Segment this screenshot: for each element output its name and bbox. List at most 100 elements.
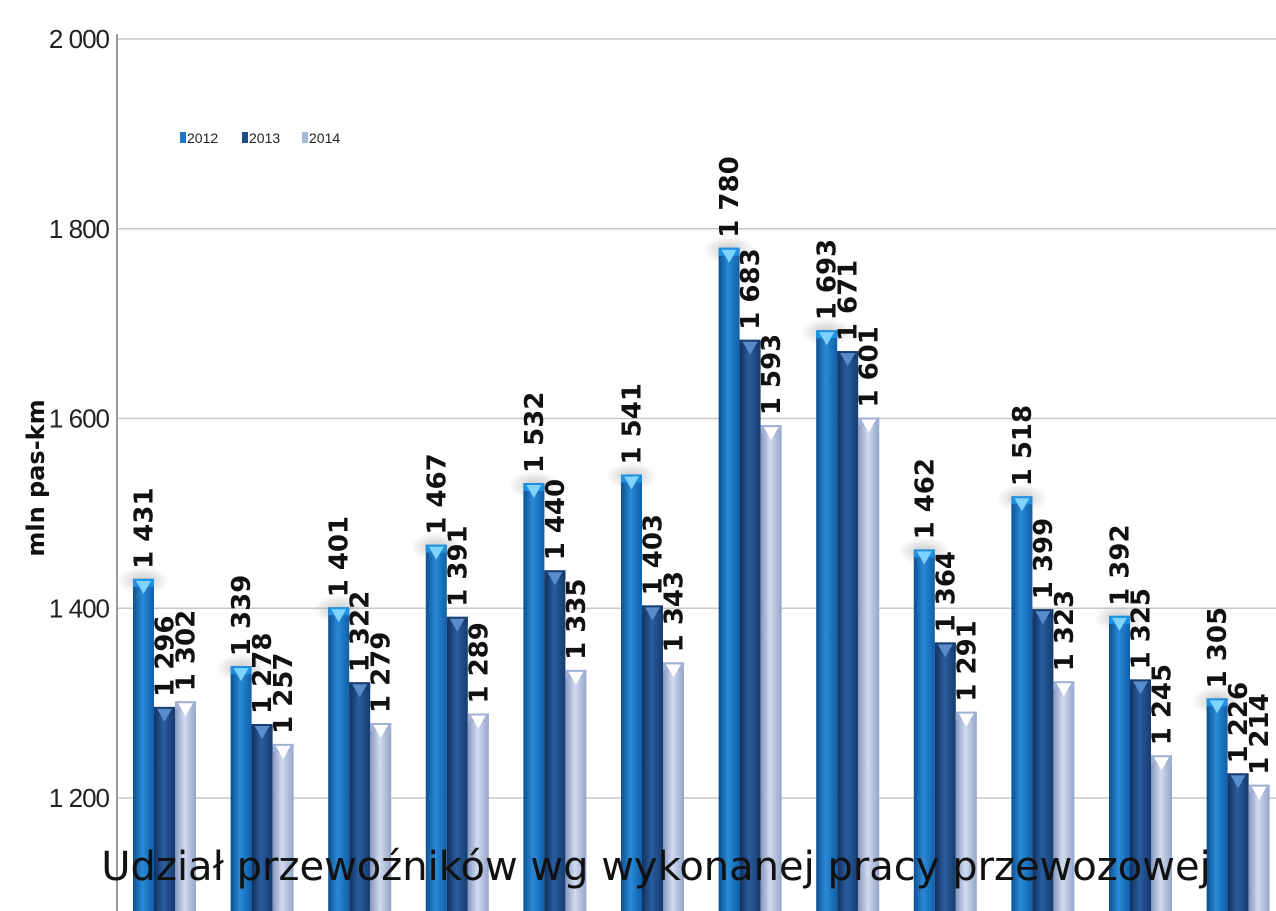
bar-2013-9: [934, 642, 956, 911]
bar-cap-arrow: [233, 668, 249, 682]
bar-cap-arrow: [958, 713, 974, 727]
bar-cap-arrow: [526, 485, 542, 499]
bar-cap-arrow: [136, 580, 151, 594]
bar-cap-arrow: [178, 703, 193, 717]
bar-cap-arrow: [1014, 498, 1030, 512]
y-tick-label: 1 200: [49, 783, 110, 813]
data-label-2014-7: 1 593: [757, 334, 787, 415]
data-label-2013-4: 1 391: [443, 525, 473, 606]
y-tick-label: 1 600: [49, 404, 110, 434]
bar-2014-2: [272, 743, 294, 911]
bar-cap-arrow: [331, 609, 347, 623]
data-label-2012-10: 1 518: [1008, 405, 1038, 486]
bar-2013-11: [1130, 679, 1151, 911]
legend-label-2013: 2013: [249, 130, 280, 146]
bar-2013-8: [837, 351, 859, 911]
data-label-2012-7: 1 780: [715, 156, 745, 237]
bar-cap-arrow: [819, 332, 835, 346]
data-label-2014-6: 1 343: [660, 571, 690, 652]
y-axis-label: mln pas-km: [22, 399, 50, 556]
bar-2013-2: [251, 723, 273, 911]
bar-2014-5: [565, 669, 587, 911]
data-label-2013-11: 1 325: [1127, 588, 1157, 669]
bar-2013-1: [154, 706, 175, 911]
bar-2013-10: [1032, 609, 1054, 911]
bar-2014-7: [760, 425, 782, 911]
overlay-caption: Udział przewoźników wg wykonanej pracy p…: [101, 844, 1210, 890]
bar-cap-arrow: [568, 671, 584, 685]
bar-cap-arrow: [1209, 700, 1225, 714]
data-label-2012-3: 1 401: [325, 516, 355, 597]
bar-cap-arrow: [1056, 683, 1072, 697]
bar-cap-arrow: [721, 249, 737, 263]
bar-cap-arrow: [742, 341, 758, 355]
bar-2012-8: [816, 330, 838, 911]
data-label-2012-5: 1 532: [520, 392, 550, 473]
bar-2013-7: [739, 339, 761, 911]
bar-2014-6: [663, 662, 684, 911]
bar-cap-arrow: [666, 664, 681, 678]
data-label-2014-10: 1 323: [1050, 590, 1080, 671]
bar-cap-arrow: [840, 353, 856, 367]
data-label-2014-4: 1 289: [464, 622, 494, 703]
data-label-2013-7: 1 683: [736, 248, 766, 329]
legend: 2012 2013 2014: [180, 130, 340, 146]
bar-2013-12: [1227, 773, 1249, 911]
data-label-2013-3: 1 322: [346, 591, 376, 672]
bar-2012-3: [328, 607, 350, 911]
bars: [117, 235, 1270, 911]
data-label-2012-9: 1 462: [910, 458, 940, 539]
bar-2012-11: [1109, 615, 1130, 911]
bar-cap-arrow: [373, 725, 389, 739]
data-label-2014-2: 1 257: [269, 652, 299, 733]
data-label-2014-8: 1 601: [855, 326, 885, 407]
data-label-2012-6: 1 541: [618, 383, 648, 464]
data-label-2013-1: 1 296: [151, 615, 181, 696]
bar-cap-arrow: [428, 546, 444, 560]
bar-2012-7: [718, 247, 740, 911]
bar-2014-4: [467, 713, 489, 911]
bar-cap-arrow: [1133, 681, 1148, 695]
data-label-2013-8: 1 671: [834, 260, 864, 341]
bar-2013-4: [446, 616, 468, 911]
bar-cap-arrow: [861, 419, 877, 433]
bar-2012-10: [1011, 496, 1033, 911]
bar-2012-5: [523, 483, 545, 911]
bar-2012-12: [1206, 698, 1228, 911]
data-label-2014-3: 1 279: [367, 632, 397, 713]
data-label-2014-1: 1 302: [172, 610, 202, 691]
data-label-2012-12: 1 305: [1203, 607, 1233, 688]
bar-2014-3: [370, 723, 392, 911]
bar-2012-9: [913, 549, 935, 911]
gridlines: [117, 38, 1276, 799]
bar-cap-arrow: [1230, 775, 1246, 789]
data-label-2014-12: 1 214: [1245, 693, 1275, 774]
bar-cap-arrow: [763, 427, 779, 441]
bar-cap-arrow: [1035, 611, 1051, 625]
data-label-2013-5: 1 440: [541, 479, 571, 560]
bar-cap-arrow: [547, 572, 563, 586]
data-label-2013-6: 1 403: [639, 514, 669, 595]
bar-cap-arrow: [1112, 617, 1127, 631]
bar-cap-arrow: [645, 607, 660, 621]
data-label-2012-11: 1 392: [1106, 524, 1136, 605]
bar-cap-arrow: [916, 551, 932, 565]
y-tick-label: 1 800: [49, 214, 110, 244]
data-label-2013-10: 1 399: [1029, 518, 1059, 599]
bar-2012-4: [425, 544, 447, 911]
bar-cap-arrow: [254, 725, 270, 739]
y-tick-label: 2 000: [49, 24, 110, 54]
legend-label-2014: 2014: [309, 130, 340, 146]
data-label-2012-8: 1 693: [813, 239, 843, 320]
bar-2014-9: [955, 711, 977, 911]
data-label-2014-5: 1 335: [562, 578, 592, 659]
bar-2012-2: [230, 666, 252, 911]
legend-swatch-2012: [180, 132, 186, 143]
bar-2012-6: [621, 474, 642, 911]
legend-label-2012: 2012: [187, 130, 218, 146]
bar-cap-arrow: [157, 708, 172, 722]
data-label-2013-12: 1 226: [1224, 682, 1254, 763]
bar-cap-arrow: [1251, 786, 1267, 800]
